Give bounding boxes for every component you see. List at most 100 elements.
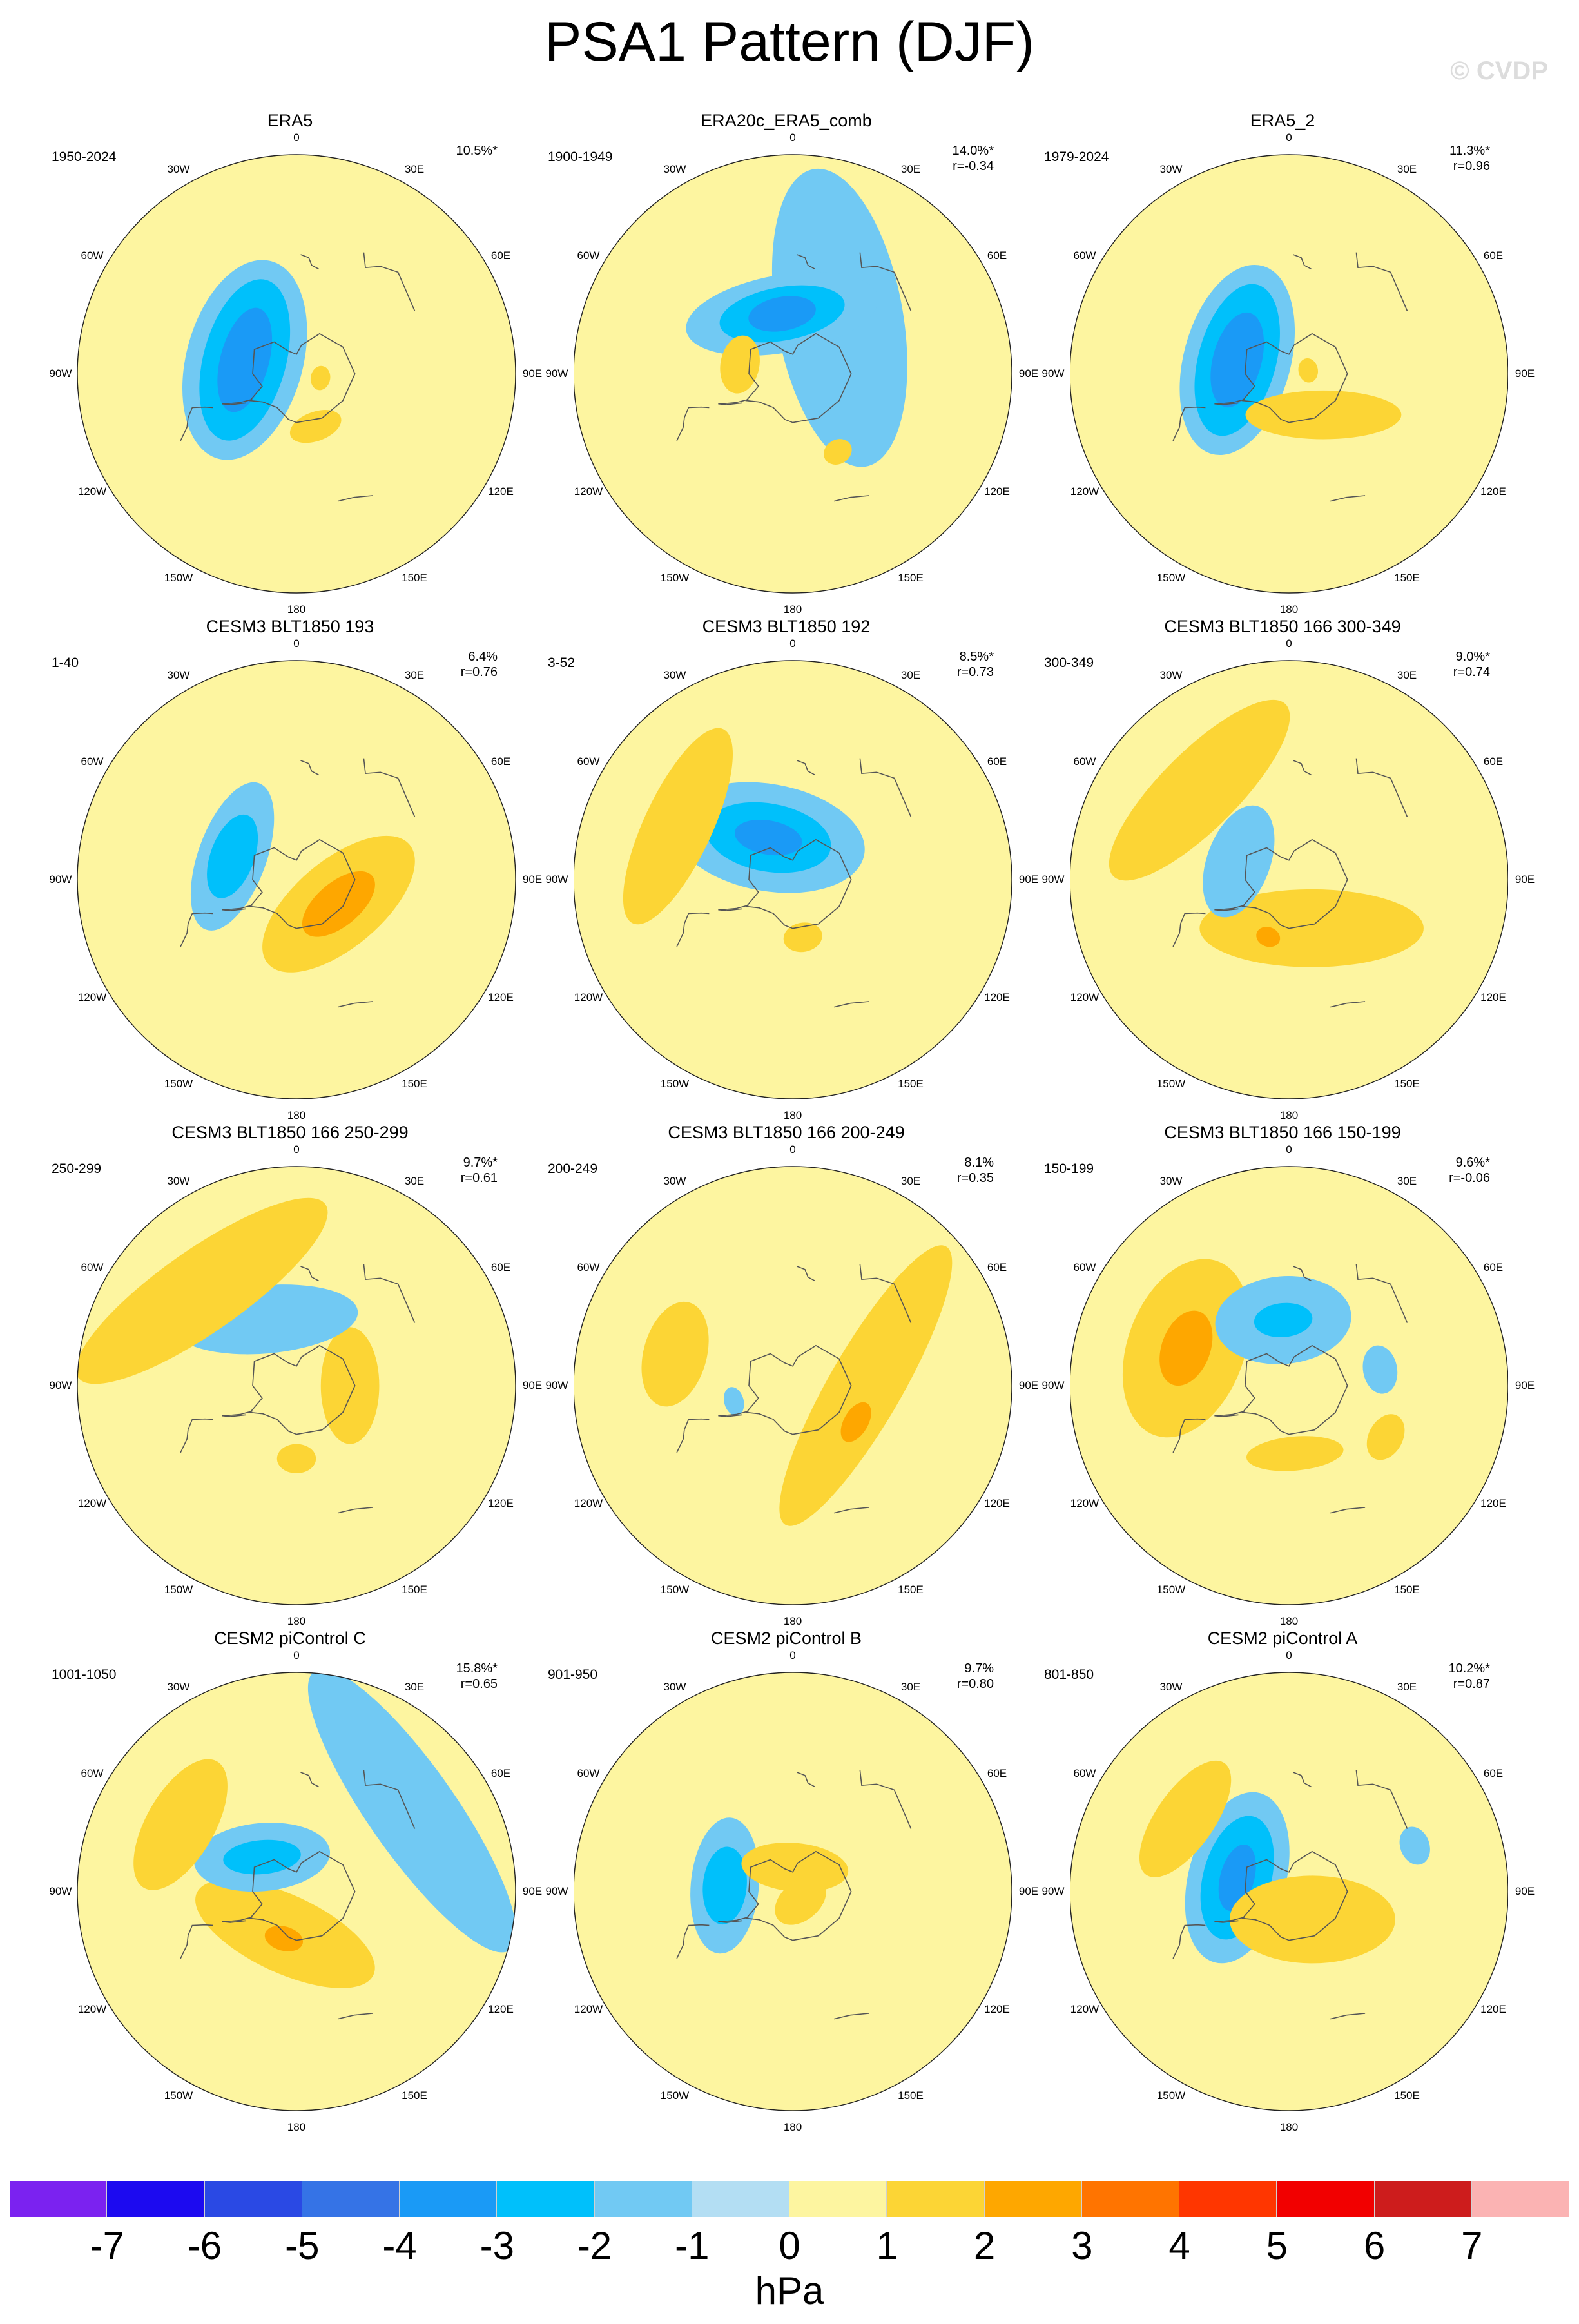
- longitude-label: 150W: [164, 1078, 193, 1090]
- longitude-label: 0: [790, 1649, 796, 1661]
- coastline: [859, 758, 912, 817]
- pattern-correlation: r=0.87: [1453, 1677, 1490, 1691]
- map-border: [77, 1672, 516, 2111]
- coastline: [1172, 1418, 1206, 1453]
- colorbar-tick-label: 2: [973, 2224, 996, 2267]
- map-panel: ERA5_2 1979-2024 11.3%* r=0.96 0 30E 60E 90E 120…: [1025, 110, 1540, 619]
- longitude-label: 0: [1286, 1143, 1292, 1156]
- longitude-label: 0: [1286, 637, 1292, 650]
- longitude-label: 30E: [900, 669, 921, 681]
- anomaly-contour: [1256, 927, 1281, 947]
- longitude-label: 150W: [164, 572, 193, 584]
- longitude-label: 60W: [1073, 1767, 1096, 1779]
- longitude-label: 120E: [488, 991, 514, 1003]
- longitude-label: 90W: [1041, 367, 1065, 380]
- panel-title: CESM3 BLT1850 166 250-299: [171, 1123, 409, 1142]
- longitude-label: 120E: [1480, 2003, 1506, 2015]
- longitude-label: 60W: [1073, 1261, 1096, 1273]
- anomaly-contour: [289, 410, 342, 443]
- map-border: [1070, 660, 1508, 1099]
- coastline: [834, 1507, 869, 1514]
- coastline: [1330, 495, 1366, 502]
- longitude-label: 30E: [404, 163, 425, 175]
- panel-stats: 14.0%* r=-0.34: [953, 143, 994, 174]
- longitude-label: 150W: [660, 1583, 690, 1596]
- longitude-label: 90E: [1515, 1379, 1535, 1391]
- longitude-label: 90W: [545, 367, 568, 380]
- longitude-label: 30E: [1397, 669, 1417, 681]
- map-panel: CESM3 BLT1850 166 200-249 200-249 8.1% r=0.…: [528, 1121, 1044, 1631]
- longitude-label: 60E: [987, 249, 1007, 262]
- longitude-label: 120W: [77, 991, 107, 1003]
- longitude-label: 60E: [1483, 1767, 1504, 1779]
- longitude-label: 150E: [1394, 572, 1420, 584]
- map-border: [574, 1166, 1012, 1605]
- coastline: [222, 1410, 253, 1417]
- colorbar-swatch: [1471, 2181, 1569, 2217]
- coastline: [222, 398, 253, 405]
- longitude-label: 90W: [1041, 873, 1065, 886]
- anomaly-contour: [1245, 390, 1402, 440]
- coastline: [859, 1770, 912, 1829]
- longitude-label: 30W: [663, 669, 686, 681]
- colorbar-tick-label: -2: [577, 2224, 612, 2267]
- longitude-label: 150W: [1156, 1583, 1186, 1596]
- pattern-correlation: r=-0.34: [953, 159, 994, 173]
- map-panel: CESM3 BLT1850 166 250-299 250-299 9.7%* r=0…: [32, 1121, 548, 1631]
- longitude-label: 120W: [1070, 991, 1099, 1003]
- polar-map: [77, 154, 516, 594]
- coastline: [797, 1266, 815, 1282]
- colorbar-swatch: [1179, 2181, 1277, 2217]
- longitude-label: 60W: [81, 1261, 104, 1273]
- longitude-label: 150E: [898, 1583, 924, 1596]
- longitude-label: 90W: [545, 1885, 568, 1897]
- coastline: [797, 760, 815, 776]
- map-panel: CESM3 BLT1850 192 3-52 8.5%* r=0.73 0 30E 60E 9…: [528, 615, 1044, 1125]
- panel-title: CESM3 BLT1850 166 200-249: [668, 1123, 905, 1142]
- pattern-correlation: r=0.73: [956, 665, 994, 679]
- anomaly-contour: [1246, 1436, 1344, 1471]
- anomaly-contour: [310, 365, 331, 391]
- colorbar-swatch: [1277, 2181, 1375, 2217]
- polar-map: [574, 1166, 1012, 1605]
- panel-stats: 8.5%* r=0.73: [957, 649, 994, 680]
- anomaly-contour: [775, 1877, 826, 1925]
- coastline: [718, 1916, 749, 1923]
- panel-stats: 15.8%* r=0.65: [456, 1661, 498, 1692]
- colorbar-swatch: [497, 2181, 595, 2217]
- coastline: [1330, 2013, 1366, 2020]
- longitude-label: 0: [1286, 1649, 1292, 1661]
- coastline: [1241, 1344, 1348, 1435]
- longitude-label: 90E: [1515, 367, 1535, 380]
- polar-map: [574, 154, 1012, 594]
- anomaly-contour: [207, 814, 258, 898]
- coastline: [1293, 254, 1312, 270]
- longitude-label: 30W: [167, 163, 190, 175]
- anomaly-contour: [217, 307, 273, 412]
- longitude-label: 90W: [49, 367, 72, 380]
- pattern-correlation: r=0.96: [1453, 159, 1490, 173]
- map-border: [77, 660, 516, 1099]
- coastline: [1172, 912, 1206, 947]
- longitude-label: 30W: [167, 1175, 190, 1187]
- longitude-label: 150W: [1156, 1078, 1186, 1090]
- longitude-label: 150E: [898, 1078, 924, 1090]
- anomaly-contour: [748, 296, 816, 332]
- longitude-label: 120E: [488, 1497, 514, 1509]
- longitude-label: 120E: [984, 485, 1010, 498]
- panel-period: 150-199: [1044, 1161, 1094, 1176]
- colorbar-tick-label: -4: [382, 2224, 417, 2267]
- map-panel: ERA5 1950-2024 10.5%* 0 30E 60E 90E 120E 150E 180…: [32, 110, 548, 619]
- panel-title: CESM3 BLT1850 166 150-199: [1164, 1123, 1401, 1142]
- pattern-correlation: r=0.61: [460, 1171, 498, 1185]
- longitude-label: 0: [293, 637, 300, 650]
- coastline: [363, 1264, 416, 1323]
- longitude-label: 150W: [660, 1078, 690, 1090]
- longitude-label: 60W: [577, 755, 600, 768]
- longitude-label: 90E: [1018, 873, 1039, 886]
- longitude-label: 60W: [577, 249, 600, 262]
- longitude-label: 60E: [490, 1261, 511, 1273]
- copyright-watermark: © CVDP: [1450, 57, 1548, 85]
- anomaly-contour: [1399, 1826, 1430, 1865]
- anomaly-contour: [1199, 889, 1424, 967]
